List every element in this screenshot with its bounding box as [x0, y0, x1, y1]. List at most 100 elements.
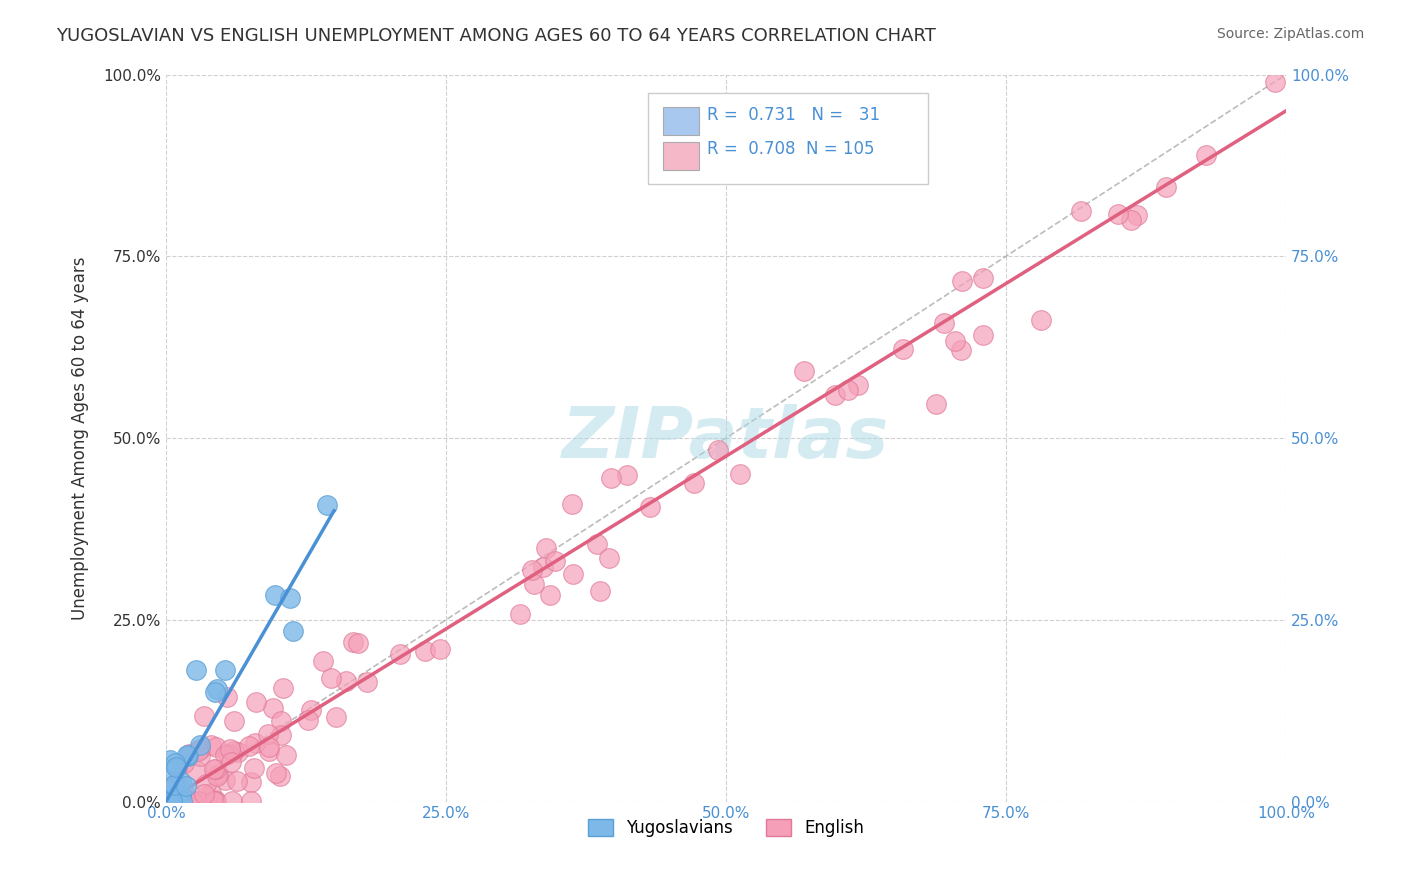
English — [943, 334, 966, 348]
English — [837, 384, 859, 398]
Legend: Yugoslavians, English: Yugoslavians, English — [581, 813, 870, 844]
English — [214, 748, 236, 763]
English — [205, 769, 228, 783]
Text: R =  0.731   N =   31: R = 0.731 N = 31 — [707, 105, 880, 123]
English — [259, 744, 281, 758]
Yugoslavians — [160, 794, 183, 808]
English — [219, 742, 242, 756]
English — [195, 776, 218, 790]
English — [242, 761, 264, 775]
English — [562, 566, 585, 581]
English — [297, 713, 319, 727]
Yugoslavians — [159, 753, 181, 767]
English — [585, 537, 607, 551]
English — [225, 774, 247, 789]
English — [217, 747, 239, 761]
English — [270, 728, 292, 742]
Yugoslavians — [214, 664, 236, 678]
English — [924, 397, 946, 411]
Yugoslavians — [170, 775, 193, 789]
English — [179, 794, 201, 808]
English — [589, 584, 612, 599]
English — [1107, 207, 1129, 221]
English — [173, 756, 195, 771]
English — [893, 342, 915, 356]
Yugoslavians — [170, 787, 193, 801]
English — [177, 747, 200, 761]
English — [187, 744, 209, 758]
English — [335, 673, 357, 688]
English — [245, 695, 267, 709]
FancyBboxPatch shape — [648, 93, 928, 184]
Yugoslavians — [156, 794, 179, 808]
English — [1119, 213, 1142, 227]
Text: ZIPatlas: ZIPatlas — [562, 403, 890, 473]
English — [347, 636, 370, 650]
English — [204, 762, 226, 776]
English — [226, 745, 249, 759]
English — [239, 775, 262, 789]
English — [274, 747, 297, 762]
Yugoslavians — [167, 794, 190, 808]
English — [522, 563, 544, 577]
English — [972, 271, 994, 285]
English — [166, 760, 188, 774]
Yugoslavians — [165, 756, 187, 770]
English — [180, 794, 202, 808]
Yugoslavians — [170, 794, 193, 808]
English — [413, 644, 436, 658]
English — [269, 769, 291, 783]
English — [1029, 313, 1052, 327]
English — [166, 776, 188, 790]
Yugoslavians — [163, 778, 186, 792]
English — [270, 714, 292, 728]
English — [214, 772, 236, 787]
Yugoslavians — [160, 794, 183, 808]
English — [193, 787, 215, 801]
English — [264, 766, 287, 780]
Yugoslavians — [156, 794, 179, 808]
Yugoslavians — [184, 663, 207, 677]
English — [1156, 180, 1178, 194]
Yugoslavians — [315, 498, 337, 512]
English — [638, 500, 661, 515]
English — [600, 471, 623, 485]
Text: Source: ZipAtlas.com: Source: ZipAtlas.com — [1216, 27, 1364, 41]
English — [706, 443, 728, 458]
English — [193, 709, 215, 723]
English — [598, 551, 620, 566]
Yugoslavians — [163, 794, 186, 808]
Yugoslavians — [165, 760, 187, 774]
English — [389, 647, 412, 661]
English — [534, 541, 557, 555]
English — [299, 702, 322, 716]
English — [204, 792, 226, 806]
English — [202, 762, 225, 776]
Yugoslavians — [177, 748, 200, 763]
English — [221, 794, 243, 808]
Yugoslavians — [157, 794, 180, 808]
English — [186, 763, 208, 777]
English — [846, 377, 869, 392]
English — [1126, 208, 1149, 222]
English — [531, 559, 554, 574]
English — [188, 742, 211, 756]
Yugoslavians — [157, 794, 180, 808]
Text: R =  0.708  N = 105: R = 0.708 N = 105 — [707, 140, 875, 159]
Yugoslavians — [205, 681, 228, 696]
English — [240, 794, 263, 808]
English — [160, 791, 183, 805]
Yugoslavians — [174, 779, 197, 793]
Yugoslavians — [157, 782, 180, 797]
English — [616, 467, 638, 482]
English — [523, 576, 546, 591]
English — [172, 782, 194, 797]
FancyBboxPatch shape — [664, 107, 699, 135]
Yugoslavians — [204, 685, 226, 699]
English — [319, 672, 342, 686]
English — [219, 756, 242, 770]
English — [215, 690, 238, 705]
English — [429, 641, 451, 656]
English — [972, 327, 994, 342]
English — [163, 777, 186, 791]
